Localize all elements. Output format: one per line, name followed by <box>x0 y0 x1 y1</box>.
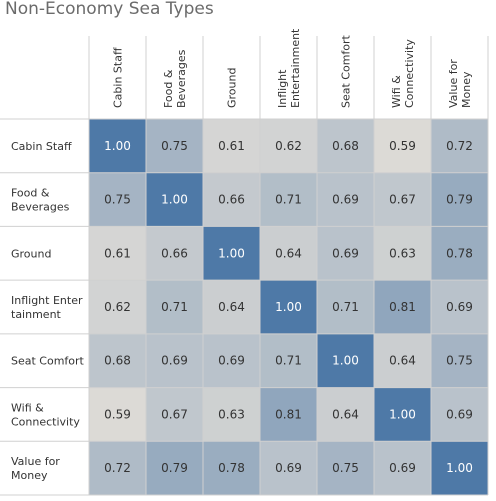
row-label: Beverages <box>11 201 70 214</box>
cell-value-label: 0.64 <box>389 354 416 368</box>
cell-value-label: 0.75 <box>446 354 473 368</box>
column-label: Cabin Staff <box>112 47 125 108</box>
cell-value-label: 0.78 <box>446 246 473 260</box>
cell-value-label: 0.64 <box>275 246 302 260</box>
row-label: Inflight Enter <box>11 294 83 307</box>
row-label: tainment <box>11 308 62 321</box>
cell-value-label: 0.69 <box>218 354 245 368</box>
row-label: Ground <box>11 247 51 260</box>
cell-value-label: 0.69 <box>161 354 188 368</box>
column-label: Connectivity <box>403 39 416 108</box>
cell-value-label: 0.69 <box>275 461 302 475</box>
cell-value-label: 0.69 <box>446 407 473 421</box>
row-label: Value for <box>11 455 60 468</box>
cell-value-label: 0.69 <box>332 246 359 260</box>
column-label: Food & <box>162 69 175 108</box>
cell-value-label: 0.59 <box>389 139 416 153</box>
cell-value-label: 0.69 <box>389 461 416 475</box>
cell-value-label: 1.00 <box>275 300 302 314</box>
cell-value-label: 0.75 <box>332 461 359 475</box>
column-label: Money <box>460 71 473 108</box>
cell-value-label: 0.68 <box>104 354 131 368</box>
cell-value-label: 0.79 <box>161 461 188 475</box>
cell-value-label: 1.00 <box>161 193 188 207</box>
cell-value-label: 0.59 <box>104 407 131 421</box>
cell-value-label: 0.79 <box>446 193 473 207</box>
cell-value-label: 0.72 <box>446 139 473 153</box>
cell-value-label: 0.71 <box>275 193 302 207</box>
cell-value-label: 0.81 <box>389 300 416 314</box>
cell-value-label: 0.64 <box>218 300 245 314</box>
row-labels: Cabin Staff Food &Beverages Ground Inflight… <box>11 140 85 482</box>
row-label: Food & <box>11 187 50 200</box>
row-label: Wifi & <box>11 401 44 414</box>
cell-value-label: 0.71 <box>275 354 302 368</box>
cell-value-label: 1.00 <box>218 246 245 260</box>
cell-value-label: 1.00 <box>332 354 359 368</box>
cell-value-label: 0.66 <box>161 246 188 260</box>
cell-value-label: 0.66 <box>218 193 245 207</box>
cell-value-label: 0.67 <box>161 407 188 421</box>
cell-value-label: 0.75 <box>104 193 131 207</box>
column-label: Ground <box>226 68 239 108</box>
column-label: Inflight <box>276 69 289 108</box>
cell-value-label: 0.62 <box>104 300 131 314</box>
cell-value-label: 0.63 <box>218 407 245 421</box>
cell-value-label: 0.71 <box>161 300 188 314</box>
cell-value-label: 0.61 <box>104 246 131 260</box>
column-label: Seat Comfort <box>340 34 353 108</box>
cell-value-label: 0.72 <box>104 461 131 475</box>
cell-value-label: 0.68 <box>332 139 359 153</box>
cell-value-label: 0.63 <box>389 246 416 260</box>
row-label: Cabin Staff <box>11 140 72 153</box>
cell-value-label: 0.75 <box>161 139 188 153</box>
cell-value-label: 0.61 <box>218 139 245 153</box>
row-label: Money <box>11 469 48 482</box>
row-label: Connectivity <box>11 415 80 428</box>
column-label: Beverages <box>175 49 188 108</box>
cell-value-label: 0.78 <box>218 461 245 475</box>
cell-value-label: 0.62 <box>275 139 302 153</box>
cell-value-label: 0.71 <box>332 300 359 314</box>
cell-value-label: 1.00 <box>104 139 131 153</box>
cell-value-label: 0.81 <box>275 407 302 421</box>
cell-value-label: 0.67 <box>389 193 416 207</box>
row-label: Seat Comfort <box>11 355 85 368</box>
cell-value-label: 1.00 <box>389 407 416 421</box>
cell-value-label: 1.00 <box>446 461 473 475</box>
column-labels: Cabin Staff Food & Beverages Ground Inflight… <box>112 28 474 108</box>
column-label: Wifi & <box>390 75 403 108</box>
cell-value-label: 0.69 <box>446 300 473 314</box>
column-label: Value for <box>447 59 460 108</box>
cell-value-label: 0.64 <box>332 407 359 421</box>
cell-value-label: 0.69 <box>332 193 359 207</box>
heatmap-cells: 1.00 0.75 0.61 0.62 0.68 0.59 0.72 0.75 1.00 0.66… <box>89 119 488 495</box>
column-label: Entertainment <box>289 28 302 108</box>
